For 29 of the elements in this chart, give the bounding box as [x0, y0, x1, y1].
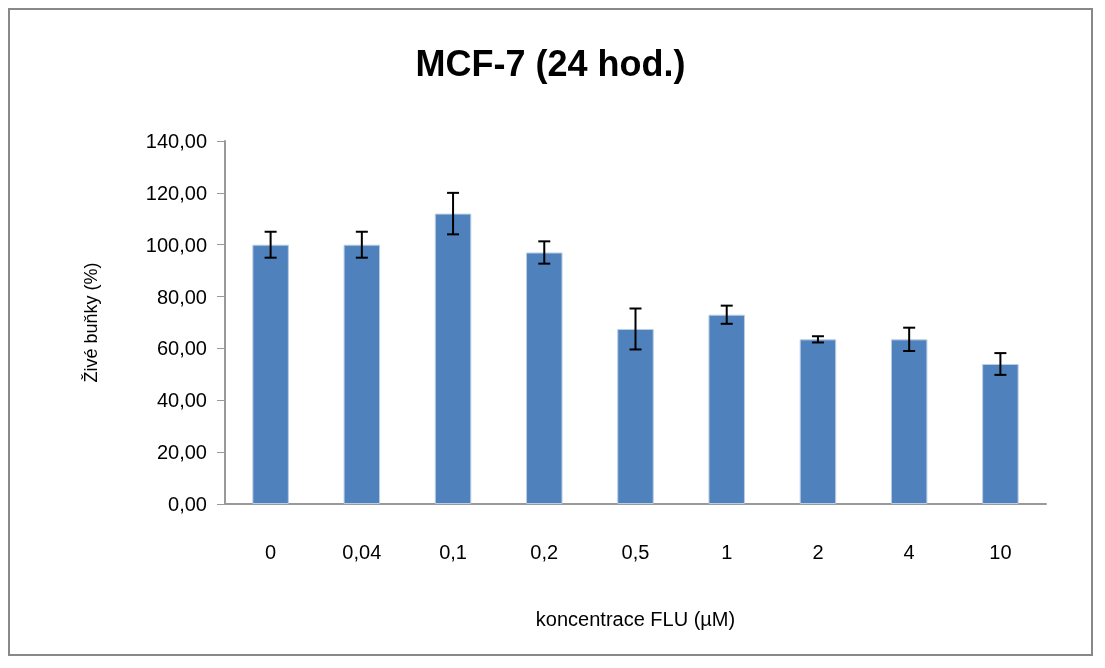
- bar: [799, 339, 837, 504]
- x-tick-label: 2: [812, 541, 824, 563]
- y-axis-title: Živé buňky (%): [81, 262, 101, 383]
- y-tick-label: 40,00: [156, 389, 207, 412]
- y-tick-label: 0,00: [168, 493, 207, 515]
- x-tick-label: 0,5: [621, 541, 650, 563]
- bar: [434, 213, 472, 504]
- y-tick-label: 100,00: [145, 233, 207, 256]
- x-axis-title: koncentrace FLU (µM): [535, 608, 736, 630]
- x-tick-label: 0,04: [342, 541, 382, 563]
- bar: [617, 328, 654, 504]
- bar: [982, 363, 1019, 504]
- x-tick-label: 0,1: [439, 541, 467, 563]
- x-tick-label: 1: [721, 541, 733, 563]
- bar: [890, 339, 928, 504]
- y-tick-label: 80,00: [156, 285, 207, 308]
- bar: [526, 252, 563, 504]
- chart-title: MCF-7 (24 hod.): [415, 42, 686, 84]
- x-tick-label: 4: [903, 541, 915, 563]
- bar: [252, 244, 289, 504]
- y-tick-label: 140,00: [145, 130, 207, 152]
- bar: [343, 244, 381, 504]
- x-tick-label: 10: [989, 541, 1012, 563]
- x-tick-label: 0,2: [530, 541, 559, 563]
- y-tick-label: 120,00: [145, 181, 207, 204]
- bar: [708, 314, 745, 504]
- x-tick-label: 0: [265, 541, 277, 563]
- y-tick-label: 60,00: [156, 337, 207, 360]
- y-tick-label: 20,00: [156, 441, 207, 464]
